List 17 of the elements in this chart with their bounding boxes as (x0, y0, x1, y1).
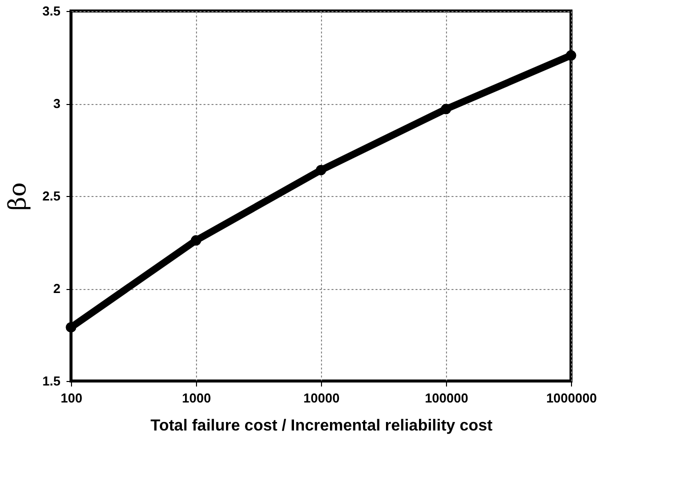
y-tick-label: 3.5 (42, 4, 60, 18)
point (566, 50, 576, 61)
point (440, 104, 452, 114)
point (316, 164, 326, 176)
y-axis-title: βo (3, 182, 32, 211)
x-tick-label: 1000000 (546, 390, 597, 406)
y-tick-label: 3 (53, 96, 60, 111)
point (190, 235, 202, 246)
x-axis-title: Total failure cost / Incremental reliability cost (150, 418, 494, 434)
x-tick-label: 1000 (182, 390, 211, 406)
x-tick-label: 100 (60, 390, 82, 406)
x-tick-label: 10000 (303, 390, 340, 406)
x-tick-label: 100000 (424, 390, 468, 406)
y-tick-label: 2 (53, 281, 60, 296)
point (66, 322, 76, 333)
y-tick-label: 1.5 (42, 374, 60, 388)
y-tick-label: 2.5 (42, 188, 60, 204)
